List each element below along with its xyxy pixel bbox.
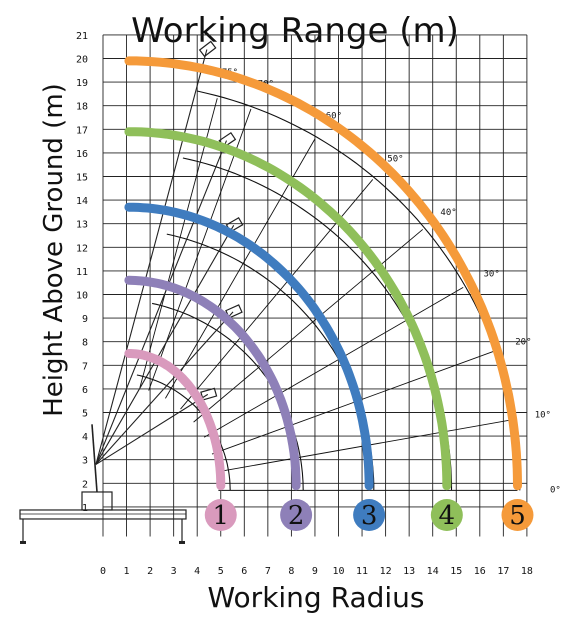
series-marker-1	[204, 499, 237, 531]
crane-column	[91, 424, 98, 493]
series-label-2: 2	[288, 501, 305, 531]
x-tick-label: 15	[450, 566, 462, 577]
boom-position-1	[95, 393, 209, 465]
chart-grid	[102, 34, 528, 537]
x-tick-label: 17	[497, 566, 509, 577]
series-marker-3	[353, 499, 386, 531]
boom-angle-label: 30°	[484, 269, 500, 279]
x-axis-ticks: 0 1 2 3 4 5 6 7 8 9 10 11 12 13 14 15 16 17 18	[100, 566, 533, 577]
y-tick-label: 6	[82, 385, 88, 396]
x-axis-label: Working Radius	[208, 581, 425, 614]
x-tick-label: 11	[356, 566, 368, 577]
y-tick-label: 14	[76, 196, 88, 207]
y-tick-label: 17	[76, 125, 88, 136]
boom-tip-5	[198, 40, 217, 58]
x-tick-label: 5	[218, 566, 224, 577]
x-tick-label: 3	[171, 566, 177, 577]
series-label-3: 3	[361, 501, 378, 531]
y-tick-label: 21	[76, 31, 88, 42]
boom-position-5	[95, 49, 208, 465]
x-tick-label: 8	[288, 566, 294, 577]
series-label-5: 5	[509, 501, 526, 531]
y-tick-label: 16	[76, 149, 88, 160]
y-tick-label: 1	[82, 503, 88, 514]
x-tick-label: 13	[403, 566, 415, 577]
boom-tip-1	[200, 387, 218, 401]
chart-title: Working Range (m)	[131, 11, 459, 51]
series-marker-2	[280, 499, 313, 531]
y-tick-label: 5	[82, 409, 88, 420]
boom-angle-line	[211, 351, 494, 455]
series-label-4: 4	[439, 501, 456, 531]
x-tick-label: 1	[124, 566, 130, 577]
y-tick-label: 4	[82, 432, 88, 443]
boom-angle-label: 60°	[326, 111, 342, 121]
working-range-envelopes	[124, 56, 522, 491]
boom-angle-label: 40°	[440, 208, 456, 218]
y-tick-label: 15	[76, 173, 88, 184]
outrigger-pad	[179, 540, 185, 544]
series-marker-5	[501, 499, 534, 531]
x-tick-label: 4	[194, 566, 200, 577]
envelope-curve-5	[124, 56, 522, 491]
boom-angle-line	[139, 98, 218, 388]
boom-angle-label: 10°	[535, 410, 551, 420]
x-tick-label: 9	[312, 566, 318, 577]
x-tick-label: 12	[380, 566, 392, 577]
reference-arc-2	[151, 302, 304, 491]
y-tick-label: 20	[76, 55, 88, 66]
y-tick-label: 9	[82, 314, 88, 325]
envelope-curve-4	[124, 127, 452, 491]
x-tick-label: 2	[147, 566, 153, 577]
series-label-1: 1	[212, 501, 229, 531]
y-axis-label: Height Above Ground (m)	[39, 83, 69, 417]
boom-angle-label: 20°	[515, 338, 531, 348]
boom-position-4	[95, 140, 228, 465]
y-tick-label: 18	[76, 102, 88, 113]
x-tick-label: 0	[100, 566, 106, 577]
y-tick-label: 19	[76, 78, 88, 89]
y-tick-label: 11	[76, 267, 88, 278]
y-tick-label: 10	[76, 291, 88, 302]
boom-position-3	[95, 225, 235, 465]
boom-angle-label: 0°	[550, 485, 561, 495]
x-tick-label: 6	[241, 566, 247, 577]
x-tick-label: 7	[265, 566, 271, 577]
y-tick-label: 2	[82, 479, 88, 490]
boom-angle-label: 50°	[387, 155, 403, 165]
y-tick-label: 3	[82, 456, 88, 467]
y-tick-label: 8	[82, 338, 88, 349]
envelope-curve-2	[124, 275, 301, 491]
series-marker-4	[430, 499, 463, 531]
boom-angle-line	[203, 287, 464, 438]
envelope-curve-1	[124, 349, 226, 491]
x-tick-label: 16	[474, 566, 486, 577]
series-labels: 1 2 3 4 5	[204, 499, 534, 531]
y-tick-label: 13	[76, 220, 88, 231]
y-tick-label: 7	[82, 361, 88, 372]
outrigger-pad	[20, 540, 26, 544]
envelope-curve-3	[124, 202, 374, 491]
x-tick-label: 10	[332, 566, 344, 577]
boom-position-2	[95, 311, 234, 465]
boom-angle-line	[193, 229, 424, 423]
y-tick-label: 12	[76, 243, 88, 254]
x-tick-label: 18	[521, 566, 533, 577]
x-tick-label: 14	[427, 566, 439, 577]
